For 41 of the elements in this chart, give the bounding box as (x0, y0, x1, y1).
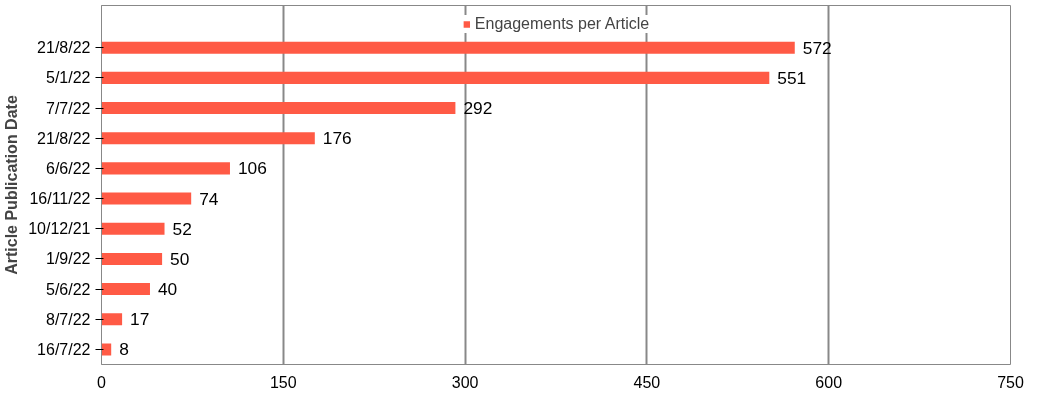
bar (101, 132, 315, 145)
data-label: 292 (463, 98, 493, 119)
data-label: 40 (157, 279, 178, 300)
y-tick-label: 16/11/22 (29, 190, 91, 208)
bar (101, 102, 456, 115)
bar (101, 71, 770, 84)
y-tick-label: 5/6/22 (46, 280, 91, 298)
bar (101, 222, 165, 235)
x-tick-label: 300 (451, 373, 479, 391)
y-axis-title: Article Publication Date (3, 95, 21, 275)
y-tick-label: 1/9/22 (46, 250, 91, 268)
y-tick-label: 5/1/22 (46, 69, 91, 87)
x-tick-label: 750 (997, 373, 1024, 391)
data-label: 50 (170, 248, 190, 269)
y-tick-label: 8/7/22 (46, 310, 91, 328)
y-tick-label: 21/8/22 (37, 129, 91, 147)
data-label: 52 (172, 218, 192, 239)
y-tick-label: 21/8/22 (37, 39, 91, 57)
x-tick-label: 600 (815, 373, 843, 391)
bar (101, 313, 123, 326)
bar (101, 343, 112, 356)
y-tick-label: 10/12/21 (28, 220, 91, 238)
data-label: 74 (199, 188, 219, 209)
data-label: 176 (322, 128, 352, 149)
data-label: 8 (119, 339, 129, 360)
bar (101, 41, 795, 54)
y-tick-label: 16/7/22 (37, 340, 91, 358)
bar (101, 162, 230, 175)
data-label: 17 (130, 309, 150, 330)
x-tick-label: 450 (633, 373, 661, 391)
bar (101, 252, 163, 265)
y-tick-label: 6/6/22 (46, 159, 91, 177)
data-label: 551 (777, 67, 807, 88)
x-tick-label: 0 (97, 373, 107, 391)
legend-label: Engagements per Article (474, 15, 650, 33)
x-tick-label: 150 (269, 373, 297, 391)
data-label: 106 (237, 158, 267, 179)
y-tick-label: 7/7/22 (46, 99, 91, 117)
bar (101, 283, 150, 296)
bar (101, 192, 192, 205)
data-label: 572 (802, 37, 832, 58)
